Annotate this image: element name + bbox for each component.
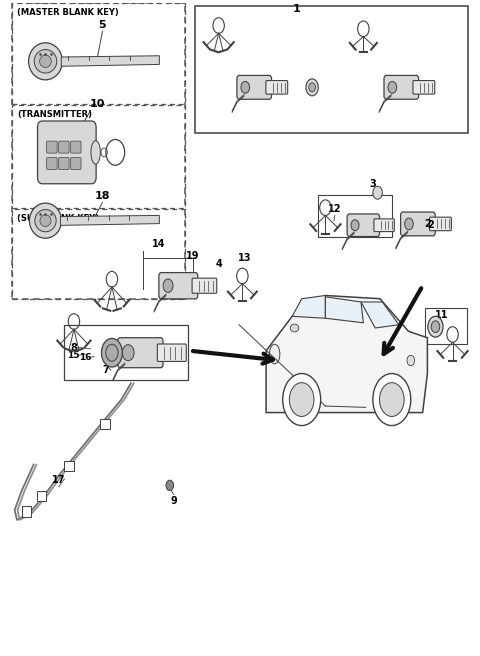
Circle shape: [407, 356, 415, 366]
Text: 9: 9: [170, 496, 177, 506]
Circle shape: [388, 81, 396, 93]
Bar: [100, 419, 109, 430]
Ellipse shape: [35, 209, 56, 232]
Bar: [22, 506, 31, 517]
Bar: [425, 308, 467, 344]
FancyBboxPatch shape: [347, 214, 380, 237]
FancyBboxPatch shape: [47, 141, 57, 153]
Ellipse shape: [40, 215, 51, 226]
Circle shape: [306, 79, 318, 96]
Polygon shape: [61, 56, 159, 66]
Circle shape: [166, 480, 174, 491]
Polygon shape: [266, 295, 427, 413]
Circle shape: [106, 344, 118, 361]
Polygon shape: [292, 295, 325, 318]
Polygon shape: [325, 297, 363, 323]
Bar: [64, 461, 74, 471]
Polygon shape: [361, 302, 399, 328]
FancyBboxPatch shape: [237, 75, 272, 99]
Text: 1: 1: [293, 4, 301, 14]
Circle shape: [163, 279, 173, 293]
Bar: [12, 3, 185, 298]
Bar: [12, 3, 185, 104]
FancyBboxPatch shape: [71, 141, 81, 153]
Ellipse shape: [34, 50, 57, 73]
FancyBboxPatch shape: [384, 75, 419, 99]
Bar: [12, 105, 185, 208]
Circle shape: [373, 373, 411, 426]
Circle shape: [351, 220, 359, 231]
Circle shape: [122, 344, 134, 361]
Circle shape: [309, 83, 315, 92]
Bar: [37, 491, 47, 501]
Text: 5: 5: [98, 20, 106, 30]
Text: 11: 11: [435, 310, 448, 320]
FancyBboxPatch shape: [413, 81, 435, 94]
Text: 18: 18: [95, 191, 110, 201]
Text: 7: 7: [103, 365, 109, 375]
Ellipse shape: [40, 55, 51, 68]
Text: 3: 3: [370, 180, 376, 190]
Text: (TRANSMITTER): (TRANSMITTER): [17, 110, 92, 119]
Text: 17: 17: [52, 476, 65, 485]
FancyBboxPatch shape: [157, 344, 186, 361]
Text: 8: 8: [71, 342, 77, 352]
FancyBboxPatch shape: [59, 157, 69, 169]
Text: 16: 16: [79, 353, 91, 361]
Circle shape: [101, 338, 122, 367]
FancyBboxPatch shape: [37, 121, 96, 184]
Bar: [64, 325, 188, 380]
Bar: [12, 209, 185, 298]
Ellipse shape: [290, 324, 299, 332]
Text: (MASTER BLANK KEY): (MASTER BLANK KEY): [17, 8, 119, 17]
Circle shape: [283, 373, 321, 426]
Circle shape: [428, 316, 443, 337]
Text: 15: 15: [67, 351, 79, 360]
FancyBboxPatch shape: [430, 217, 451, 231]
Text: 10: 10: [90, 100, 105, 110]
FancyBboxPatch shape: [118, 338, 163, 368]
Ellipse shape: [91, 140, 100, 164]
Polygon shape: [60, 215, 159, 226]
Text: 6: 6: [104, 354, 110, 364]
Circle shape: [405, 218, 413, 230]
Bar: [195, 6, 468, 133]
Text: 13: 13: [238, 253, 252, 263]
Text: 4: 4: [215, 260, 222, 270]
Ellipse shape: [29, 43, 62, 80]
FancyBboxPatch shape: [266, 81, 288, 94]
Circle shape: [241, 81, 250, 93]
Text: 19: 19: [186, 251, 199, 261]
Ellipse shape: [29, 203, 61, 238]
FancyBboxPatch shape: [192, 278, 217, 293]
Circle shape: [431, 321, 440, 333]
Text: 14: 14: [152, 239, 165, 249]
Text: 2: 2: [424, 219, 431, 229]
Bar: [318, 195, 392, 237]
FancyBboxPatch shape: [374, 219, 394, 232]
Text: 12: 12: [328, 204, 342, 214]
Circle shape: [380, 382, 404, 417]
Text: 2: 2: [427, 220, 434, 230]
FancyBboxPatch shape: [71, 157, 81, 169]
FancyBboxPatch shape: [401, 212, 435, 236]
FancyBboxPatch shape: [59, 141, 69, 153]
Ellipse shape: [269, 344, 280, 364]
FancyBboxPatch shape: [47, 157, 57, 169]
Text: (SUB BLANK KEY): (SUB BLANK KEY): [17, 214, 99, 223]
Circle shape: [289, 382, 314, 417]
FancyBboxPatch shape: [159, 273, 198, 299]
Circle shape: [373, 186, 383, 199]
